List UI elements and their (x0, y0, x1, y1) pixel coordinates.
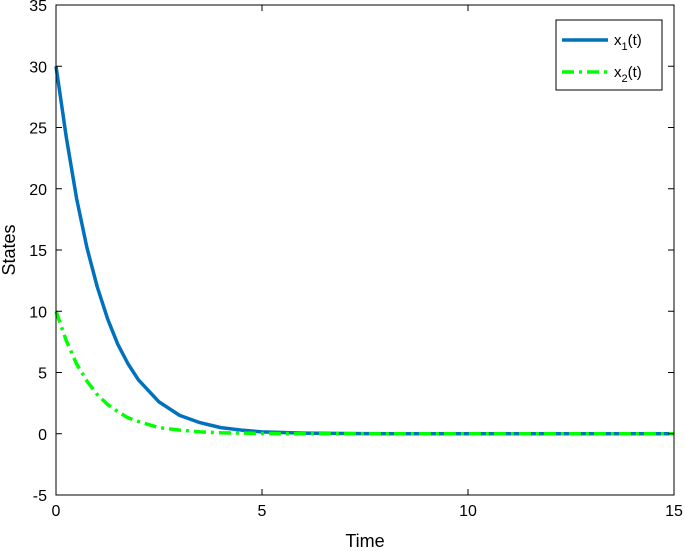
y-tick-label: 5 (38, 366, 47, 383)
x-tick-label: 5 (258, 503, 267, 520)
y-tick-label: 0 (38, 427, 47, 444)
legend-box (555, 19, 663, 91)
y-tick-label: 15 (29, 243, 47, 260)
x-tick-label: 10 (459, 503, 477, 520)
y-tick-label: 35 (29, 0, 47, 15)
legend-label-x2: x2(t) (614, 64, 642, 85)
y-tick-label: 20 (29, 182, 47, 199)
y-tick-label: 25 (29, 121, 47, 138)
series-layer (54, 65, 674, 436)
ticks-layer: 0 5 10 15 -5 0 5 10 15 20 25 30 35 (29, 0, 683, 520)
x-tick-label: 15 (665, 503, 683, 520)
x-tick-label: 0 (52, 503, 61, 520)
y-axis-label: States (0, 224, 19, 275)
x-axis-label: Time (345, 531, 384, 551)
y-tick-label: 30 (29, 59, 47, 76)
legend: x1(t) x2(t) (555, 19, 663, 91)
y-tick-label: -5 (33, 488, 47, 505)
y-tick-label: 10 (29, 304, 47, 321)
legend-label-x1: x1(t) (614, 32, 642, 53)
series-line-x2 (54, 310, 674, 436)
